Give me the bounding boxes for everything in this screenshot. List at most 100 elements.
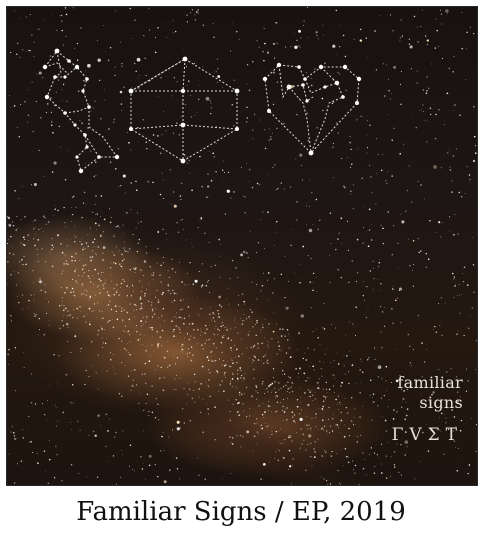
star bbox=[264, 248, 266, 250]
star bbox=[388, 441, 390, 443]
star bbox=[162, 432, 164, 433]
star bbox=[366, 119, 368, 121]
star bbox=[126, 212, 128, 214]
star bbox=[120, 41, 122, 43]
star bbox=[278, 345, 281, 347]
star bbox=[220, 256, 221, 258]
star bbox=[317, 228, 319, 231]
star bbox=[92, 275, 94, 277]
star bbox=[80, 293, 83, 295]
star bbox=[331, 451, 333, 453]
star bbox=[112, 319, 114, 320]
star bbox=[387, 211, 389, 213]
star bbox=[387, 171, 389, 173]
star bbox=[402, 398, 405, 400]
star bbox=[377, 365, 382, 369]
star bbox=[348, 382, 350, 385]
star bbox=[177, 326, 180, 329]
star bbox=[321, 375, 323, 377]
star bbox=[389, 98, 392, 100]
star bbox=[10, 273, 12, 276]
star bbox=[171, 258, 173, 260]
star bbox=[369, 165, 371, 167]
star bbox=[343, 365, 345, 367]
star bbox=[160, 76, 162, 79]
star bbox=[344, 55, 347, 58]
star bbox=[133, 470, 135, 472]
star bbox=[296, 219, 298, 221]
star bbox=[455, 426, 457, 428]
star bbox=[351, 364, 354, 367]
star bbox=[24, 216, 26, 218]
star bbox=[130, 389, 132, 391]
star bbox=[325, 430, 328, 432]
star bbox=[292, 229, 294, 230]
star bbox=[219, 276, 221, 279]
star bbox=[231, 378, 234, 380]
star bbox=[69, 422, 71, 424]
star bbox=[334, 248, 337, 251]
star bbox=[421, 342, 423, 344]
star bbox=[21, 294, 24, 296]
star bbox=[369, 453, 370, 455]
star bbox=[215, 143, 217, 145]
star bbox=[35, 314, 37, 316]
star bbox=[440, 9, 442, 11]
star bbox=[458, 284, 460, 286]
star bbox=[192, 354, 194, 356]
star bbox=[173, 292, 176, 295]
star bbox=[408, 238, 409, 240]
star bbox=[314, 398, 317, 400]
star bbox=[236, 411, 239, 413]
star bbox=[79, 241, 81, 243]
star bbox=[133, 286, 134, 287]
star bbox=[282, 456, 284, 459]
star bbox=[217, 328, 219, 331]
star bbox=[315, 426, 317, 428]
star bbox=[256, 182, 259, 185]
star bbox=[369, 394, 371, 396]
star bbox=[114, 262, 117, 265]
star bbox=[409, 45, 413, 49]
star bbox=[73, 295, 75, 296]
star bbox=[359, 391, 362, 394]
star bbox=[328, 407, 330, 409]
star bbox=[171, 95, 172, 97]
star bbox=[229, 436, 231, 438]
star bbox=[452, 110, 454, 112]
star bbox=[157, 135, 159, 137]
star bbox=[141, 343, 143, 345]
star bbox=[104, 329, 106, 331]
star bbox=[199, 218, 201, 220]
star bbox=[286, 419, 288, 421]
star bbox=[380, 463, 382, 465]
star bbox=[47, 399, 49, 402]
star bbox=[319, 360, 321, 362]
star bbox=[321, 97, 324, 100]
star bbox=[259, 184, 261, 186]
star bbox=[179, 332, 181, 334]
star bbox=[310, 307, 312, 309]
star bbox=[464, 60, 466, 61]
star bbox=[169, 469, 171, 471]
star bbox=[209, 291, 211, 293]
star bbox=[46, 418, 48, 420]
star bbox=[310, 84, 313, 87]
star bbox=[66, 287, 68, 289]
star bbox=[152, 271, 155, 274]
star bbox=[240, 393, 243, 396]
star bbox=[226, 329, 228, 331]
star bbox=[117, 148, 119, 150]
star bbox=[174, 378, 176, 380]
star bbox=[204, 342, 206, 345]
star bbox=[212, 342, 215, 345]
star bbox=[62, 83, 65, 86]
star bbox=[177, 343, 179, 345]
star bbox=[215, 347, 217, 349]
star bbox=[9, 94, 11, 96]
star bbox=[216, 370, 218, 372]
star bbox=[282, 373, 283, 375]
star bbox=[55, 205, 56, 207]
star bbox=[123, 86, 125, 88]
star bbox=[33, 313, 35, 315]
